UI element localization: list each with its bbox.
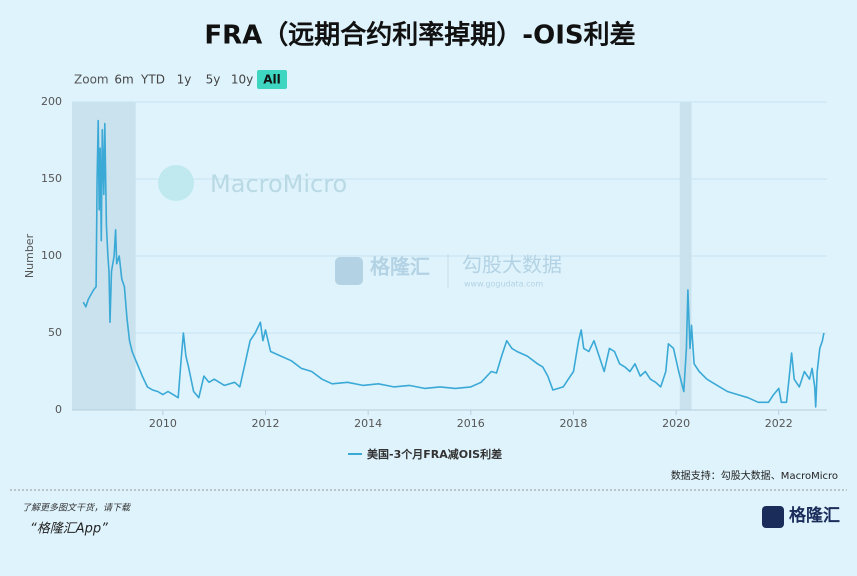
zoom-button[interactable]: 1y <box>177 73 192 87</box>
zoom-button[interactable]: 5y <box>206 73 221 87</box>
chart-title: FRA（远期合约利率掉期）-OIS利差 <box>204 20 635 51</box>
zoom-button[interactable]: 6m <box>114 73 133 87</box>
legend-label: 美国-3个月FRA减OIS利差 <box>367 447 502 461</box>
watermark: 勾股大数据 <box>462 253 562 277</box>
source: 数据支持：勾股大数据、MacroMicro <box>671 469 838 482</box>
watermark-logo <box>158 165 194 201</box>
zoom-button[interactable]: All <box>263 73 281 87</box>
y-tick-label: 50 <box>48 326 62 339</box>
x-tick-label: 2014 <box>354 417 382 430</box>
watermark: www.gogudata.com <box>464 280 543 289</box>
y-tick-label: 150 <box>41 172 62 185</box>
zoom-button-bg[interactable] <box>257 70 287 89</box>
watermark-logo <box>335 257 363 285</box>
watermark: 格隆汇 <box>370 255 430 279</box>
zoom-button[interactable]: 10y <box>231 73 253 87</box>
x-tick-label: 2018 <box>559 417 587 430</box>
y-tick-label: 200 <box>41 95 62 108</box>
footer-note: 了解更多图文干货，请下载 <box>22 503 131 514</box>
watermark: MacroMicro <box>210 170 347 198</box>
x-tick-label: 2016 <box>457 417 485 430</box>
x-tick-label: 2010 <box>149 417 177 430</box>
series-line <box>82 119 825 408</box>
y-tick-label: 0 <box>55 403 62 416</box>
grid: 0 50 100 150 200 2010 2012 2014 2016 2018 2020 2022 <box>41 95 827 430</box>
x-tick-label: 2012 <box>251 417 279 430</box>
plot <box>82 119 825 408</box>
x-tick-label: 2020 <box>662 417 690 430</box>
y-axis-label: Number <box>23 233 36 278</box>
y-tick-label: 100 <box>41 249 62 262</box>
zoom-button[interactable]: YTD <box>140 73 165 87</box>
footer-app: “格隆汇App” <box>30 522 108 537</box>
toolbar: Zoom 6m YTD 1y 5y 10y All <box>74 70 287 89</box>
logo-text: 格隆汇 <box>789 505 840 526</box>
logo-icon <box>762 506 784 528</box>
x-tick-label: 2022 <box>765 417 793 430</box>
zoom-label: Zoom <box>74 73 109 87</box>
